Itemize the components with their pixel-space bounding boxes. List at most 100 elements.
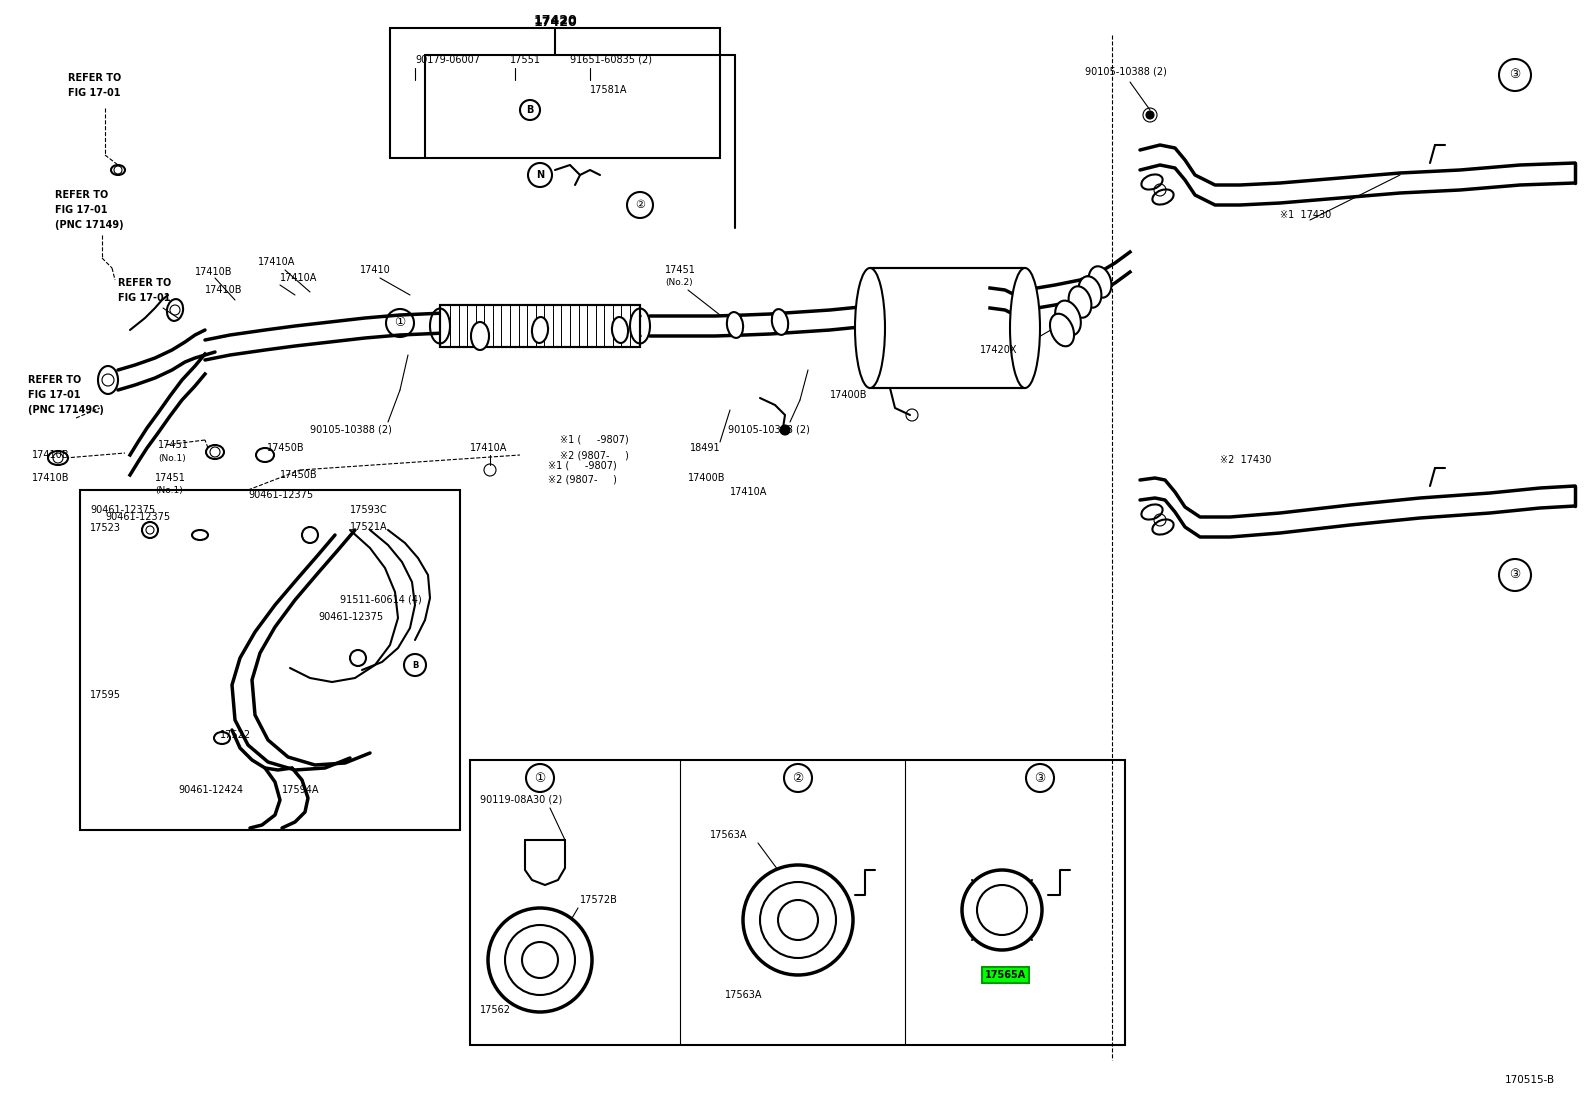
- Text: 17410A: 17410A: [731, 487, 767, 497]
- Text: 17451: 17451: [158, 440, 189, 449]
- Circle shape: [489, 908, 592, 1012]
- Text: ※2  17430: ※2 17430: [1219, 455, 1272, 465]
- Text: (No.1): (No.1): [154, 486, 183, 495]
- Text: 17410: 17410: [360, 265, 390, 275]
- Text: ③: ③: [1509, 68, 1520, 81]
- Text: REFER TO: REFER TO: [56, 190, 108, 200]
- Text: 90461-12375: 90461-12375: [248, 490, 314, 500]
- Text: 17594A: 17594A: [282, 785, 320, 795]
- Text: 17581A: 17581A: [591, 85, 627, 95]
- Text: 17563A: 17563A: [724, 990, 763, 1000]
- Text: (PNC 17149C): (PNC 17149C): [29, 406, 103, 415]
- Text: 17451: 17451: [154, 473, 186, 482]
- Text: 170515-B: 170515-B: [1504, 1075, 1555, 1085]
- Text: B: B: [412, 660, 419, 669]
- Text: 17410A: 17410A: [258, 257, 296, 267]
- Text: 90461-12375: 90461-12375: [318, 612, 384, 622]
- Circle shape: [743, 865, 853, 975]
- Text: 90119-08A30 (2): 90119-08A30 (2): [481, 795, 562, 804]
- Ellipse shape: [48, 451, 68, 465]
- Text: 17420X: 17420X: [981, 345, 1017, 355]
- Ellipse shape: [1009, 268, 1040, 388]
- Text: 17522: 17522: [220, 730, 252, 740]
- Text: 17572B: 17572B: [579, 895, 618, 904]
- Text: 17551: 17551: [509, 55, 541, 65]
- Text: N: N: [537, 170, 544, 180]
- Text: 90105-10388 (2): 90105-10388 (2): [310, 425, 392, 435]
- Text: 17523: 17523: [91, 523, 121, 533]
- Ellipse shape: [1055, 301, 1081, 335]
- Text: (No.2): (No.2): [665, 278, 693, 288]
- Text: FIG 17-01: FIG 17-01: [56, 206, 108, 215]
- Text: ※1  17430: ※1 17430: [1280, 210, 1331, 220]
- Text: 17400B: 17400B: [688, 473, 726, 482]
- Ellipse shape: [611, 317, 629, 343]
- Text: ※2 (9807-     ): ※2 (9807- ): [560, 449, 629, 460]
- Text: 17410B: 17410B: [32, 473, 70, 482]
- Bar: [869, 268, 1025, 388]
- Text: ③: ③: [1509, 568, 1520, 581]
- Circle shape: [962, 870, 1043, 950]
- Text: 17450B: 17450B: [280, 470, 318, 480]
- Text: 91511-60614 (4): 91511-60614 (4): [341, 595, 422, 606]
- Circle shape: [780, 425, 790, 435]
- Text: 17563A: 17563A: [710, 830, 748, 840]
- Text: FIG 17-01: FIG 17-01: [118, 293, 170, 303]
- Text: 17565A: 17565A: [985, 970, 1027, 980]
- Bar: [470, 761, 1126, 1045]
- Text: ②: ②: [793, 771, 804, 785]
- Text: 17450B: 17450B: [267, 443, 304, 453]
- Ellipse shape: [772, 309, 788, 335]
- Text: 17593C: 17593C: [350, 506, 387, 515]
- Circle shape: [146, 526, 154, 534]
- Text: B: B: [527, 106, 533, 115]
- Text: 17400B: 17400B: [829, 390, 868, 400]
- Circle shape: [1146, 111, 1154, 119]
- Ellipse shape: [256, 448, 274, 462]
- Text: 17410A: 17410A: [280, 273, 317, 284]
- Text: ③: ③: [1035, 771, 1046, 785]
- Text: 90105-10388 (2): 90105-10388 (2): [728, 425, 810, 435]
- Bar: [80, 490, 460, 830]
- Text: 90461-12424: 90461-12424: [178, 785, 244, 795]
- Ellipse shape: [728, 312, 743, 337]
- Text: 17451: 17451: [665, 265, 696, 275]
- Text: ①: ①: [395, 317, 406, 330]
- Ellipse shape: [1068, 286, 1092, 318]
- Text: 17521A: 17521A: [350, 522, 387, 532]
- Text: FIG 17-01: FIG 17-01: [29, 390, 81, 400]
- Text: 17410B: 17410B: [32, 449, 70, 460]
- Text: 90105-10388 (2): 90105-10388 (2): [1086, 67, 1167, 77]
- Ellipse shape: [213, 732, 229, 744]
- Text: ※2 (9807-     ): ※2 (9807- ): [548, 475, 616, 485]
- Text: 17562: 17562: [481, 1004, 511, 1015]
- Ellipse shape: [471, 322, 489, 349]
- Ellipse shape: [855, 268, 885, 388]
- Bar: [390, 27, 720, 158]
- Text: (No.1): (No.1): [158, 454, 186, 463]
- Text: ②: ②: [635, 200, 645, 210]
- Text: 18491: 18491: [689, 443, 721, 453]
- Ellipse shape: [532, 317, 548, 343]
- Ellipse shape: [1089, 266, 1111, 298]
- Text: ※1 (     -9807): ※1 ( -9807): [560, 435, 629, 445]
- Ellipse shape: [193, 530, 209, 540]
- Text: 17420: 17420: [533, 13, 576, 26]
- Text: 90179-06007: 90179-06007: [416, 55, 481, 65]
- Text: 17410B: 17410B: [205, 285, 242, 295]
- Text: 90461-12375: 90461-12375: [91, 506, 154, 515]
- Text: REFER TO: REFER TO: [68, 73, 121, 84]
- Ellipse shape: [1079, 276, 1102, 308]
- Bar: [439, 306, 640, 347]
- Text: 91651-60835 (2): 91651-60835 (2): [570, 55, 653, 65]
- Text: 90461-12375: 90461-12375: [105, 512, 170, 522]
- Text: 17410A: 17410A: [470, 443, 508, 453]
- Ellipse shape: [205, 445, 224, 459]
- Text: ①: ①: [535, 771, 546, 785]
- Ellipse shape: [1051, 313, 1075, 346]
- Circle shape: [350, 650, 366, 666]
- Text: 17595: 17595: [91, 690, 121, 700]
- Text: ※1 (     -9807): ※1 ( -9807): [548, 460, 616, 470]
- Text: (PNC 17149): (PNC 17149): [56, 220, 124, 230]
- Text: 17410B: 17410B: [194, 267, 232, 277]
